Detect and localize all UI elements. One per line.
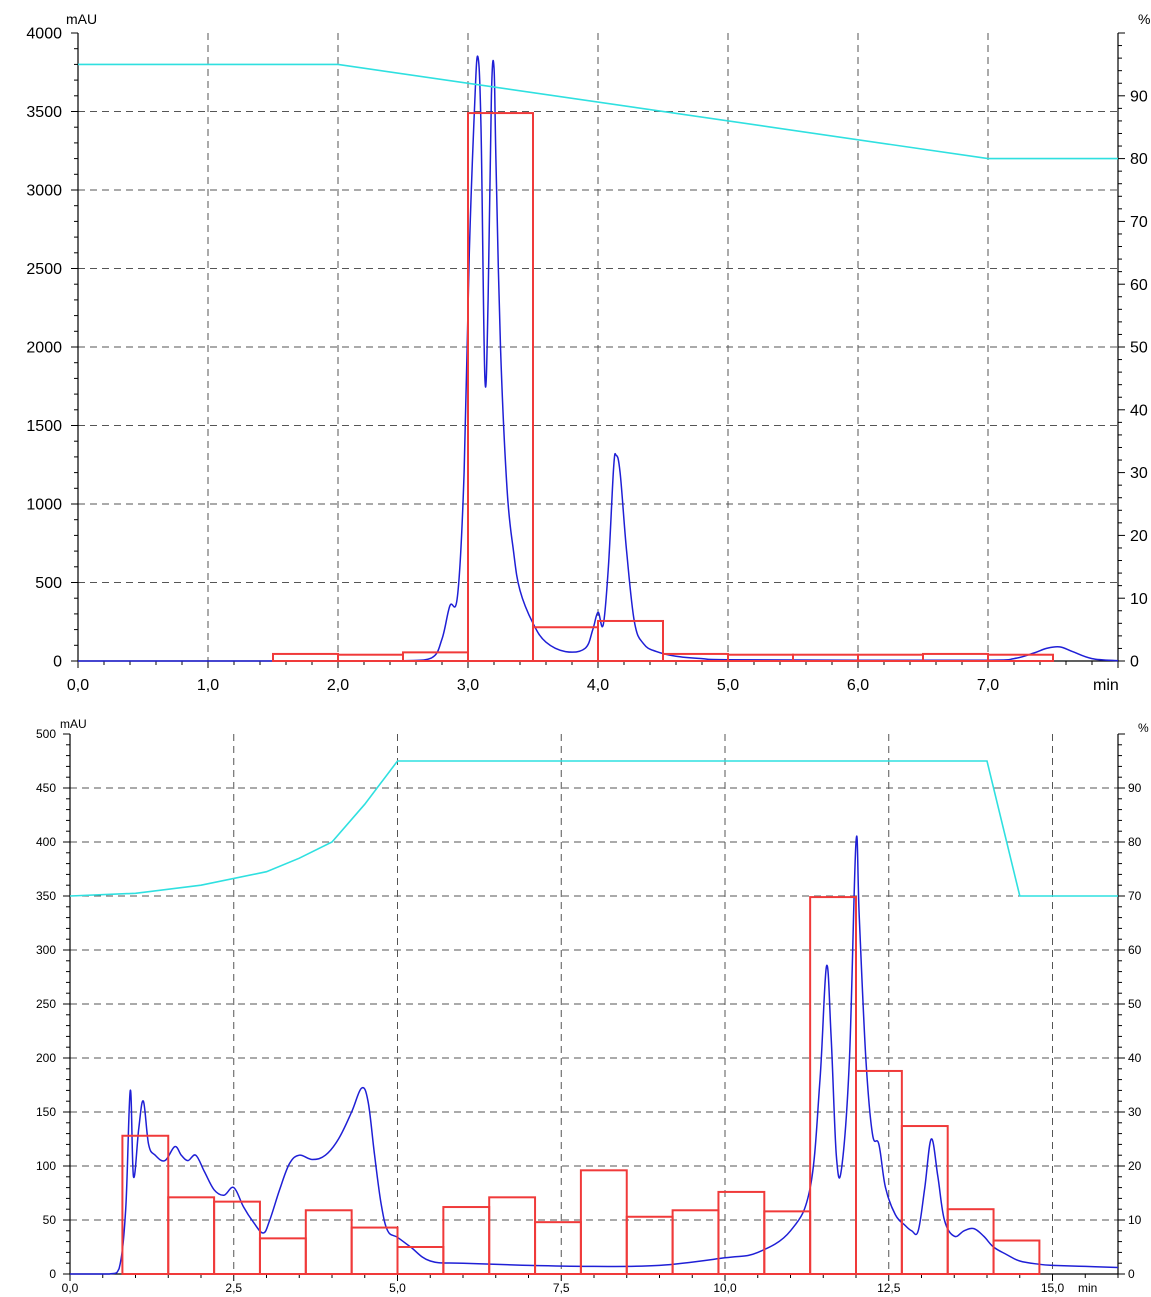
y-tick-label: 100 bbox=[36, 1159, 56, 1173]
x-tick-label: 0,0 bbox=[67, 677, 89, 694]
x-tick-label: 6,0 bbox=[847, 677, 869, 694]
fraction-bar bbox=[467, 112, 534, 662]
x-axis-unit: min bbox=[1093, 677, 1119, 694]
y2-tick-label: 70 bbox=[1130, 214, 1148, 231]
right-axis-unit: % bbox=[1138, 721, 1149, 735]
y2-tick-label: 80 bbox=[1130, 151, 1148, 168]
fraction-bar bbox=[337, 653, 404, 662]
y-tick-label: 1500 bbox=[26, 418, 62, 435]
y2-tick-label: 40 bbox=[1128, 1051, 1142, 1065]
y2-tick-label: 50 bbox=[1128, 997, 1142, 1011]
y2-tick-label: 10 bbox=[1130, 591, 1148, 608]
fraction-bar bbox=[579, 1169, 628, 1275]
fraction-bar bbox=[792, 653, 859, 662]
x-tick-label: 15,0 bbox=[1041, 1281, 1065, 1295]
y2-tick-label: 20 bbox=[1130, 528, 1148, 545]
y-tick-label: 3000 bbox=[26, 183, 62, 200]
y-tick-label: 300 bbox=[36, 943, 56, 957]
y2-tick-label: 60 bbox=[1128, 943, 1142, 957]
y2-tick-label: 90 bbox=[1128, 781, 1142, 795]
y-tick-label: 50 bbox=[43, 1213, 57, 1227]
y2-tick-label: 60 bbox=[1130, 277, 1148, 294]
fraction-bar bbox=[727, 653, 794, 662]
gradient-line bbox=[78, 63, 1118, 160]
y2-tick-label: 20 bbox=[1128, 1159, 1142, 1173]
y-tick-label: 1000 bbox=[26, 497, 62, 514]
y-tick-label: 200 bbox=[36, 1051, 56, 1065]
y-tick-label: 2500 bbox=[26, 261, 62, 278]
left-axis-unit: mAU bbox=[60, 717, 87, 731]
fraction-bar bbox=[857, 653, 924, 662]
fraction-bar bbox=[213, 1200, 261, 1276]
y2-tick-label: 10 bbox=[1128, 1213, 1142, 1227]
fraction-bar bbox=[167, 1196, 216, 1275]
y2-tick-label: 70 bbox=[1128, 889, 1142, 903]
x-tick-label: 5,0 bbox=[389, 1281, 406, 1295]
right-axis-unit: % bbox=[1138, 11, 1150, 27]
y-tick-label: 150 bbox=[36, 1105, 56, 1119]
x-tick-label: 10,0 bbox=[713, 1281, 737, 1295]
y2-tick-label: 0 bbox=[1128, 1267, 1135, 1281]
y2-tick-label: 50 bbox=[1130, 340, 1148, 357]
y-tick-label: 450 bbox=[36, 781, 56, 795]
fraction-bar bbox=[987, 653, 1054, 662]
fraction-bar bbox=[763, 1210, 812, 1275]
chart-panel-1: 0 500 1000 1500 2000 2500 3000 3500 4000 0 10 20 30 4… bbox=[26, 11, 1150, 694]
y-tick-label: 500 bbox=[36, 727, 56, 741]
y-tick-label: 350 bbox=[36, 889, 56, 903]
y-tick-label: 2000 bbox=[26, 340, 62, 357]
y2-tick-label: 90 bbox=[1130, 88, 1148, 105]
x-axis-unit: min bbox=[1078, 1281, 1097, 1295]
fraction-bar bbox=[402, 651, 469, 662]
fraction-bar bbox=[488, 1196, 537, 1275]
x-tick-label: 0,0 bbox=[62, 1281, 79, 1295]
y-tick-label: 400 bbox=[36, 835, 56, 849]
y-tick-label: 250 bbox=[36, 997, 56, 1011]
chart-panel-2: 0 50 100 150 200 250 300 350 400 450 500 0 10 20 30 40 5… bbox=[36, 717, 1149, 1295]
x-tick-label: 7,0 bbox=[977, 677, 999, 694]
fraction-bar bbox=[992, 1239, 1041, 1276]
y2-tick-label: 40 bbox=[1130, 402, 1148, 419]
y-tick-label: 0 bbox=[53, 654, 62, 671]
fraction-bar bbox=[396, 1246, 445, 1275]
fraction-bar bbox=[258, 1237, 307, 1275]
x-tick-label: 2,0 bbox=[327, 677, 349, 694]
x-tick-label: 12,5 bbox=[877, 1281, 901, 1295]
y2-tick-label: 0 bbox=[1130, 654, 1139, 671]
y2-tick-label: 30 bbox=[1130, 465, 1148, 482]
fraction-bar bbox=[900, 1125, 949, 1276]
y2-tick-label: 80 bbox=[1128, 835, 1142, 849]
x-tick-label: 5,0 bbox=[717, 677, 739, 694]
fraction-bar bbox=[597, 619, 664, 663]
y-tick-label: 0 bbox=[49, 1267, 56, 1281]
y-tick-label: 3500 bbox=[26, 104, 62, 121]
y-tick-label: 500 bbox=[35, 575, 62, 592]
y2-tick-label: 30 bbox=[1128, 1105, 1142, 1119]
gradient-line bbox=[69, 760, 1118, 897]
x-tick-label: 2,5 bbox=[225, 1281, 242, 1295]
left-axis-unit: mAU bbox=[66, 11, 97, 27]
y-tick-label: 4000 bbox=[26, 26, 62, 43]
x-tick-label: 1,0 bbox=[197, 677, 219, 694]
signal-trace bbox=[70, 835, 1119, 1275]
x-tick-label: 4,0 bbox=[587, 677, 609, 694]
fraction-bar bbox=[272, 652, 339, 662]
fraction-bar bbox=[121, 1134, 170, 1276]
x-tick-label: 3,0 bbox=[457, 677, 479, 694]
fraction-bar bbox=[946, 1208, 995, 1275]
fraction-bar bbox=[855, 1069, 903, 1275]
x-tick-label: 7,5 bbox=[553, 1281, 570, 1295]
